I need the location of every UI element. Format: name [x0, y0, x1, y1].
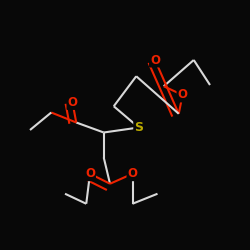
Text: O: O	[178, 88, 188, 102]
Text: O: O	[150, 54, 160, 66]
Text: O: O	[128, 167, 138, 180]
Text: S: S	[134, 121, 143, 134]
Text: O: O	[68, 96, 78, 109]
Text: O: O	[85, 167, 95, 180]
